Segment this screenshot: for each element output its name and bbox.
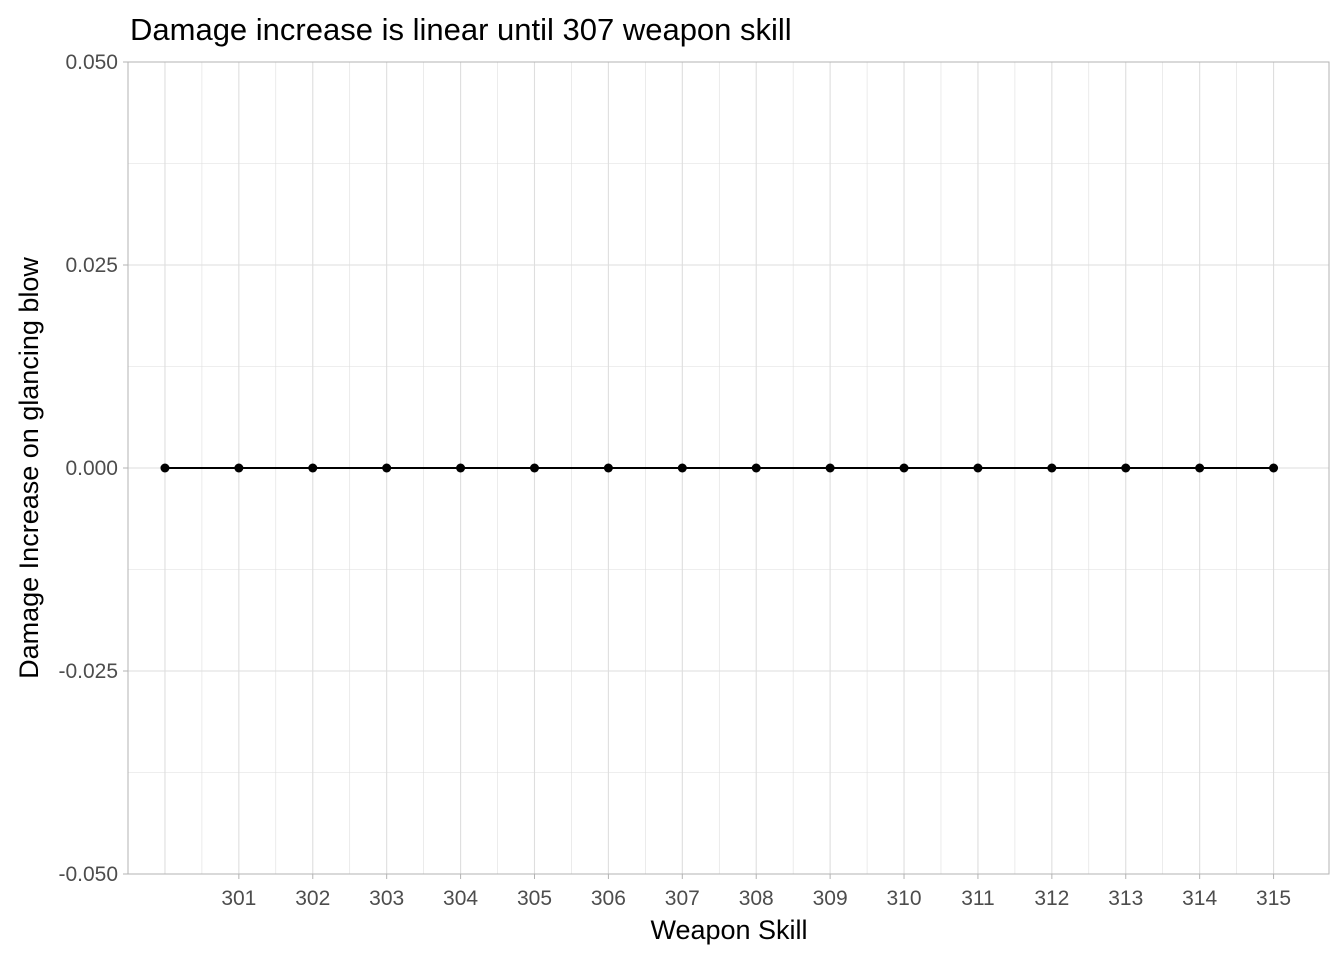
x-axis-title: Weapon Skill — [650, 915, 807, 945]
data-point — [899, 463, 909, 473]
data-point — [603, 463, 613, 473]
data-point — [234, 463, 244, 473]
data-point — [382, 463, 392, 473]
x-tick-label: 301 — [221, 887, 256, 910]
x-tick-label: 313 — [1108, 887, 1143, 910]
data-point — [160, 463, 170, 473]
data-point — [973, 463, 983, 473]
x-tick-label: 311 — [961, 887, 994, 910]
x-tick-label: 312 — [1034, 887, 1069, 910]
x-tick-label: 307 — [665, 887, 700, 910]
data-point — [308, 463, 318, 473]
y-axis-ticks: -0.050 -0.025 0.000 0.025 0.050 — [58, 51, 128, 886]
data-point — [456, 463, 466, 473]
data-point — [825, 463, 835, 473]
y-tick-label: 0.000 — [65, 457, 118, 480]
data-point — [751, 463, 761, 473]
x-tick-label: 308 — [739, 887, 774, 910]
data-point — [1269, 463, 1279, 473]
data-point — [1121, 463, 1131, 473]
y-tick-label: 0.025 — [65, 254, 118, 277]
data-point — [1195, 463, 1205, 473]
x-tick-label: 302 — [295, 887, 330, 910]
y-tick-label: -0.050 — [58, 863, 118, 886]
series-points — [160, 463, 1279, 473]
x-tick-label: 314 — [1182, 887, 1217, 910]
x-tick-label: 309 — [813, 887, 848, 910]
y-axis-title: Damage Increase on glancing blow — [14, 257, 44, 679]
y-tick-label: -0.025 — [58, 660, 118, 683]
x-tick-label: 304 — [443, 887, 478, 910]
x-axis-ticks: 301 302 303 304 305 306 307 308 309 310 311 312 313 3… — [221, 874, 1291, 910]
data-point — [529, 463, 539, 473]
y-tick-label: 0.050 — [65, 51, 118, 74]
x-tick-label: 306 — [591, 887, 626, 910]
data-point — [1047, 463, 1057, 473]
x-tick-label: 305 — [517, 887, 552, 910]
x-tick-label: 303 — [369, 887, 404, 910]
data-point — [677, 463, 687, 473]
x-tick-label: 310 — [887, 887, 922, 910]
x-tick-label: 315 — [1256, 887, 1291, 910]
chart-title: Damage increase is linear until 307 weap… — [130, 12, 792, 47]
